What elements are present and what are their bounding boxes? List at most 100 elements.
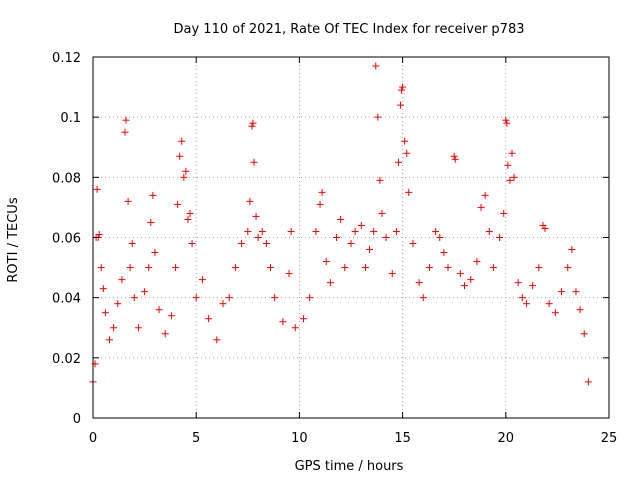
y-tick-label: 0.12 xyxy=(52,51,81,66)
data-point xyxy=(374,113,382,121)
x-tick-label: 15 xyxy=(394,431,411,446)
data-point xyxy=(503,119,511,127)
data-point xyxy=(322,258,330,266)
data-point xyxy=(397,101,405,109)
y-tick-label: 0.04 xyxy=(52,292,81,307)
data-point xyxy=(514,279,522,287)
data-point xyxy=(564,264,572,272)
chart-title: Day 110 of 2021, Rate Of TEC Index for r… xyxy=(174,22,525,37)
data-point xyxy=(415,279,423,287)
data-point xyxy=(101,309,109,317)
data-point xyxy=(366,246,374,254)
data-point xyxy=(95,230,103,238)
data-point xyxy=(219,300,227,308)
data-point xyxy=(580,330,588,338)
data-point xyxy=(258,227,266,235)
data-point xyxy=(182,167,190,175)
data-point xyxy=(213,336,221,344)
data-point xyxy=(357,221,365,229)
plot-border xyxy=(92,56,610,419)
data-point xyxy=(205,315,213,323)
data-point xyxy=(545,300,553,308)
data-point xyxy=(155,306,163,314)
data-point xyxy=(551,309,559,317)
data-point xyxy=(440,249,448,257)
y-tick-label: 0.1 xyxy=(60,111,81,126)
data-point xyxy=(238,240,246,248)
data-point xyxy=(347,240,355,248)
data-point xyxy=(394,158,402,166)
data-point xyxy=(161,330,169,338)
data-point xyxy=(341,264,349,272)
data-point xyxy=(481,191,489,199)
data-point xyxy=(376,176,384,184)
x-tick-label: 5 xyxy=(192,431,200,446)
data-point xyxy=(252,212,260,220)
data-point xyxy=(254,234,262,241)
data-point xyxy=(287,227,295,235)
data-point xyxy=(326,279,334,287)
data-point xyxy=(267,264,275,272)
data-point xyxy=(141,288,149,296)
data-point xyxy=(451,155,459,163)
x-tick-label: 25 xyxy=(601,431,618,446)
data-point xyxy=(128,240,136,248)
data-point xyxy=(504,161,512,169)
data-point xyxy=(147,218,155,226)
data-point xyxy=(134,324,142,332)
data-point xyxy=(198,276,206,284)
data-point xyxy=(225,294,233,302)
data-point xyxy=(425,264,433,272)
data-point xyxy=(279,318,287,326)
y-tick-label: 0.08 xyxy=(52,171,81,186)
data-point xyxy=(176,152,184,160)
data-point xyxy=(300,315,308,323)
data-point xyxy=(149,191,157,199)
data-point xyxy=(477,203,485,211)
data-point xyxy=(508,149,516,157)
data-point xyxy=(178,137,186,145)
x-tick-label: 0 xyxy=(89,431,97,446)
data-point xyxy=(124,197,132,205)
data-point xyxy=(572,288,580,296)
data-point xyxy=(246,197,254,205)
data-point xyxy=(372,62,380,70)
data-point xyxy=(262,240,270,248)
data-point xyxy=(174,200,182,208)
data-point xyxy=(510,173,518,181)
data-point xyxy=(529,282,537,290)
data-point xyxy=(450,152,458,160)
data-point xyxy=(249,119,257,127)
y-axis-label: ROTI / TECUs xyxy=(6,197,21,282)
data-point xyxy=(419,294,427,302)
data-point xyxy=(541,224,549,232)
data-point xyxy=(333,234,341,241)
data-point xyxy=(186,209,194,217)
data-point xyxy=(151,249,159,257)
data-point xyxy=(361,264,369,272)
data-point xyxy=(180,173,188,181)
data-point xyxy=(248,122,256,130)
tick-labels: 0 5 10 15 20 25 0 0.02 0.04 0.06 0.08 0.1 0.12 xyxy=(52,51,617,446)
y-tick-label: 0.02 xyxy=(52,352,81,367)
data-point xyxy=(172,264,180,272)
data-point xyxy=(291,324,299,332)
data-point xyxy=(382,234,390,241)
data-point xyxy=(568,246,576,254)
data-point xyxy=(584,378,592,386)
data-point xyxy=(576,306,584,314)
data-point xyxy=(337,215,345,223)
x-tick-label: 10 xyxy=(291,431,308,446)
data-point xyxy=(500,209,508,217)
data-point xyxy=(388,270,396,278)
data-point xyxy=(403,149,411,157)
data-point xyxy=(378,209,386,217)
data-point xyxy=(432,227,440,235)
data-point xyxy=(188,240,196,248)
data-point xyxy=(121,128,129,136)
data-point xyxy=(285,270,293,278)
data-point xyxy=(184,215,192,223)
data-point xyxy=(485,227,493,235)
